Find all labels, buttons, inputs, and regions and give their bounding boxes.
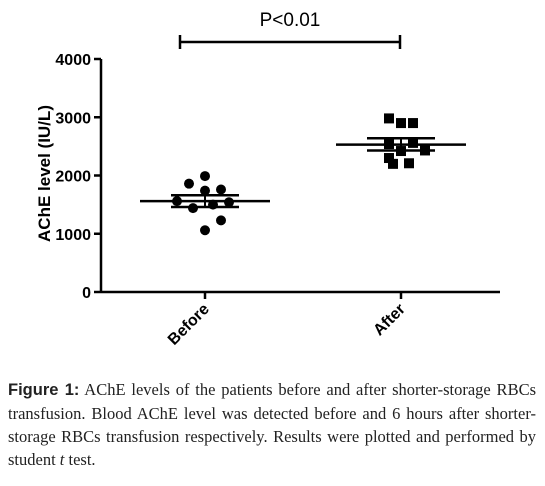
y-tick-label: 2000	[55, 169, 91, 186]
caption-label: Figure 1:	[8, 381, 80, 399]
caption-text-end: test.	[64, 450, 96, 469]
data-point-before	[216, 215, 226, 226]
p-value-label: P<0.01	[260, 10, 321, 31]
data-point-after	[388, 158, 398, 169]
significance-annotation: P<0.01	[178, 10, 402, 49]
data-point-before	[184, 178, 194, 189]
data-point-after	[404, 158, 414, 169]
data-point-after	[384, 153, 394, 164]
data-point-after	[396, 118, 406, 129]
y-tick-label: 3000	[55, 110, 91, 127]
caption-italic: t	[59, 450, 65, 469]
figure-caption: Figure 1: AChE levels of the patients be…	[8, 378, 536, 471]
y-tick-label: 0	[82, 285, 91, 302]
data-point-before	[200, 171, 210, 182]
y-tick-label: 1000	[55, 227, 91, 244]
chart: 0 1000 2000 3000 4000 Before After AChE level (…	[35, 10, 500, 349]
caption-text: AChE levels of the patients before and a…	[8, 380, 536, 469]
data-point-before	[200, 185, 210, 196]
data-point-after	[384, 113, 394, 124]
x-tick-label: After	[370, 301, 408, 339]
data-point-before	[216, 184, 226, 195]
data-point-after	[408, 118, 418, 129]
data-point-before	[200, 225, 210, 236]
y-axis-label: AChE level (IU/L)	[35, 105, 54, 242]
chart-marks	[140, 113, 466, 236]
x-tick-label: Before	[165, 301, 213, 349]
data-point-after	[408, 137, 418, 148]
y-tick-label: 4000	[55, 52, 91, 69]
